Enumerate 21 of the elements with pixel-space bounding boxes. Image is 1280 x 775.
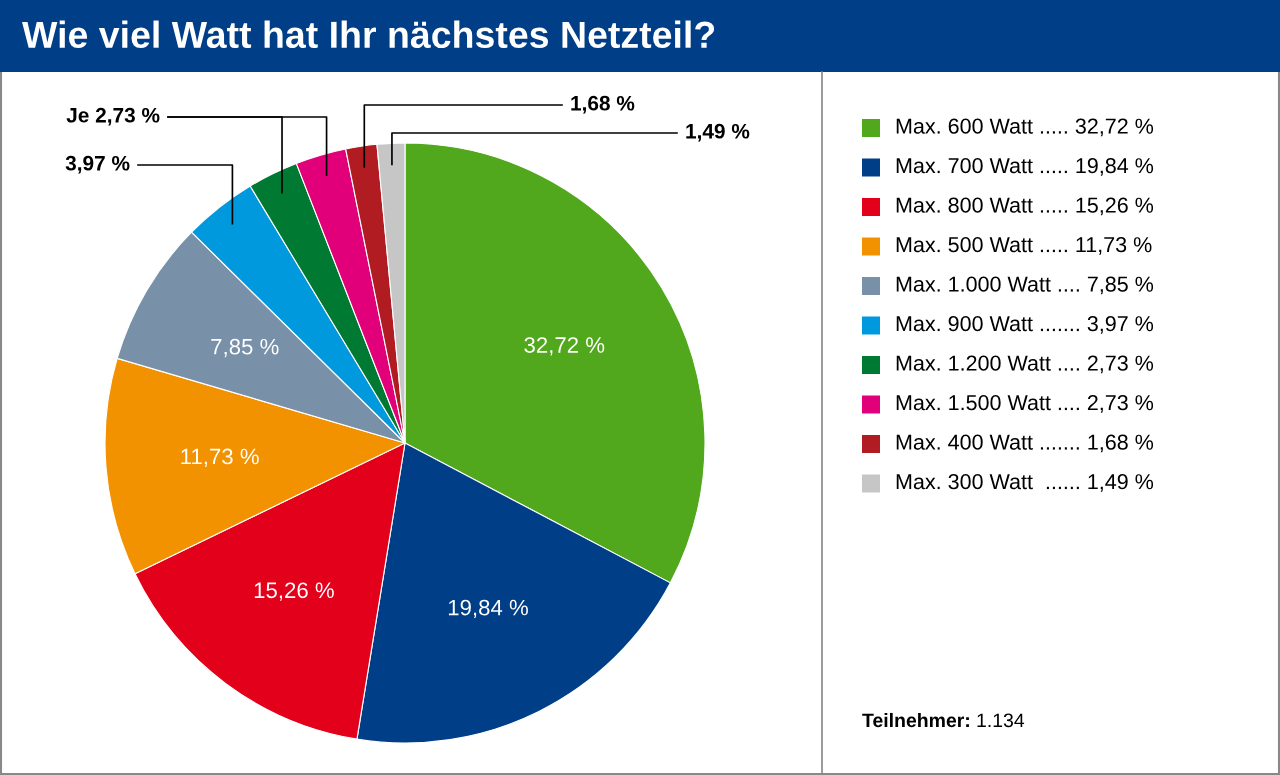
- legend-label: Max. 400 Watt ....... 1,68 %: [896, 434, 1154, 453]
- legend-label: Max. 1.000 Watt .... 7,85 %: [896, 276, 1154, 295]
- data-label: 3,97 %: [65, 155, 130, 174]
- data-label: Je 2,73 %: [66, 107, 160, 126]
- legend-label: Max. 600 Watt ..... 32,72 %: [896, 118, 1154, 137]
- data-label: 1,49 %: [686, 123, 750, 142]
- text: Teilnehmer: 1.134: [862, 712, 1025, 728]
- data-label: 7,85 %: [211, 338, 279, 358]
- data-label: 32,72 %: [524, 337, 605, 356]
- legend-label: Max. 1.200 Watt .... 2,73 %: [896, 355, 1154, 374]
- legend-label: Max. 300 Watt ...... 1,49 %: [896, 474, 1154, 492]
- legend-label: Max. 900 Watt ....... 3,97 %: [896, 316, 1154, 334]
- data-label: 1,68 %: [571, 95, 635, 114]
- legend-label: Max. 1.500 Watt .... 2,73 %: [896, 395, 1154, 413]
- data-label: 15,26 %: [254, 582, 334, 601]
- legend-label: Max. 800 Watt ..... 15,26 %: [896, 197, 1154, 216]
- legend-label: Max. 500 Watt ..... 11,73 %: [896, 237, 1152, 255]
- legend-label: Max. 700 Watt ..... 19,84 %: [896, 158, 1154, 176]
- data-label: 11,73 %: [181, 448, 259, 467]
- data-label: 19,84 %: [448, 599, 528, 619]
- chart-title: Wie viel Watt hat Ihr nächstes Netzteil?: [22, 20, 715, 49]
